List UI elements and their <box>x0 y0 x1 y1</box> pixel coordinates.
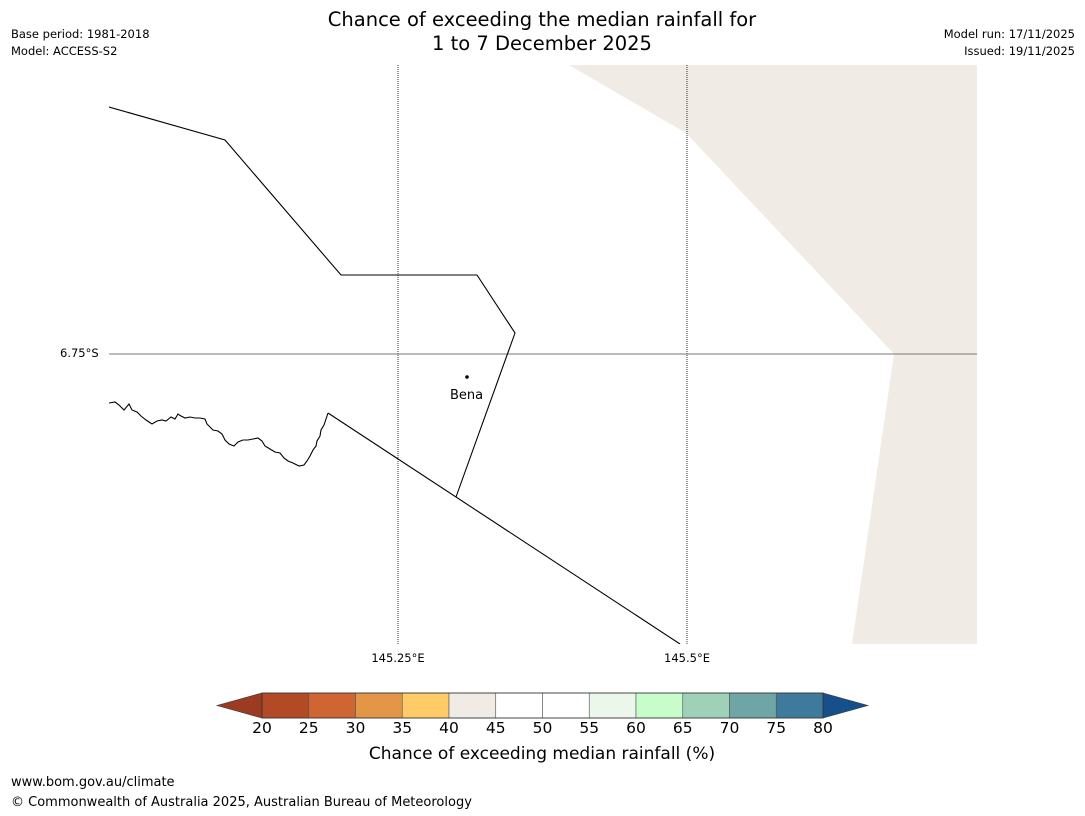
colorbar-box-70-75 <box>729 692 777 719</box>
colorbar-tick-70: 70 <box>719 719 740 737</box>
colorbar-tick-65: 65 <box>672 719 693 737</box>
longitude-label-145-25: 145.25°E <box>371 651 425 665</box>
colorbar-box-40-45 <box>448 692 497 719</box>
colorbar-tick-75: 75 <box>766 719 787 737</box>
longitude-label-145-5: 145.5°E <box>664 651 710 665</box>
colorbar-box-45-50 <box>495 692 543 719</box>
colorbar-title: Chance of exceeding median rainfall (%) <box>368 744 716 764</box>
colorbar-box-30-35 <box>355 692 403 719</box>
colorbar-tick-80: 80 <box>813 719 833 737</box>
title-line-2: 1 to 7 December 2025 <box>432 32 652 55</box>
colorbar-tick-20: 20 <box>252 719 272 737</box>
run-info: Model run: 17/11/2025 Issued: 19/11/2025 <box>944 26 1075 60</box>
province-boundary <box>109 106 516 498</box>
colorbar-box-75-80 <box>775 692 824 719</box>
colorbar-box-35-40 <box>401 692 450 719</box>
colorbar-box-50-55 <box>542 692 590 719</box>
colorbar-tick-40: 40 <box>439 719 459 737</box>
colorbar-box-55-60 <box>588 692 637 719</box>
map-title: Chance of exceeding the median rainfall … <box>242 8 842 56</box>
colorbar-under-arrow <box>215 692 263 719</box>
colorbar-tick-55: 55 <box>579 719 600 737</box>
colorbar-boxes <box>261 692 824 719</box>
colorbar-box-65-70 <box>682 692 730 719</box>
colorbar-tick-30: 30 <box>345 719 366 737</box>
model-run: Model run: 17/11/2025 <box>943 27 1075 41</box>
forecast-region-40-45 <box>569 65 977 644</box>
base-period: Base period: 1981-2018 <box>11 27 150 41</box>
colorbar-over-arrow <box>822 692 870 719</box>
model-info: Base period: 1981-2018 Model: ACCESS-S2 <box>11 26 150 60</box>
title-line-1: Chance of exceeding the median rainfall … <box>327 8 757 31</box>
colorbar-tick-60: 60 <box>626 719 646 737</box>
colorbar-tick-35: 35 <box>392 719 413 737</box>
coastline <box>109 401 329 467</box>
colorbar-frame <box>261 692 824 719</box>
province-boundary-south <box>327 412 681 644</box>
bena-marker <box>465 375 469 379</box>
model-name: Model: ACCESS-S2 <box>11 44 118 58</box>
issued-date: Issued: 19/11/2025 <box>964 44 1075 58</box>
colorbar-tick-45: 45 <box>485 719 506 737</box>
colorbar-tick-25: 25 <box>298 719 319 737</box>
footer-copyright: © Commonwealth of Australia 2025, Austra… <box>11 795 472 810</box>
colorbar-box-60-65 <box>635 692 684 719</box>
place-label-bena: Bena <box>450 388 484 403</box>
latitude-label: 6.75°S <box>60 346 99 360</box>
colorbar-box-25-30 <box>308 692 356 719</box>
colorbar-tick-50: 50 <box>532 719 553 737</box>
colorbar-box-20-25 <box>261 692 310 719</box>
footer-url[interactable]: www.bom.gov.au/climate <box>11 775 175 790</box>
